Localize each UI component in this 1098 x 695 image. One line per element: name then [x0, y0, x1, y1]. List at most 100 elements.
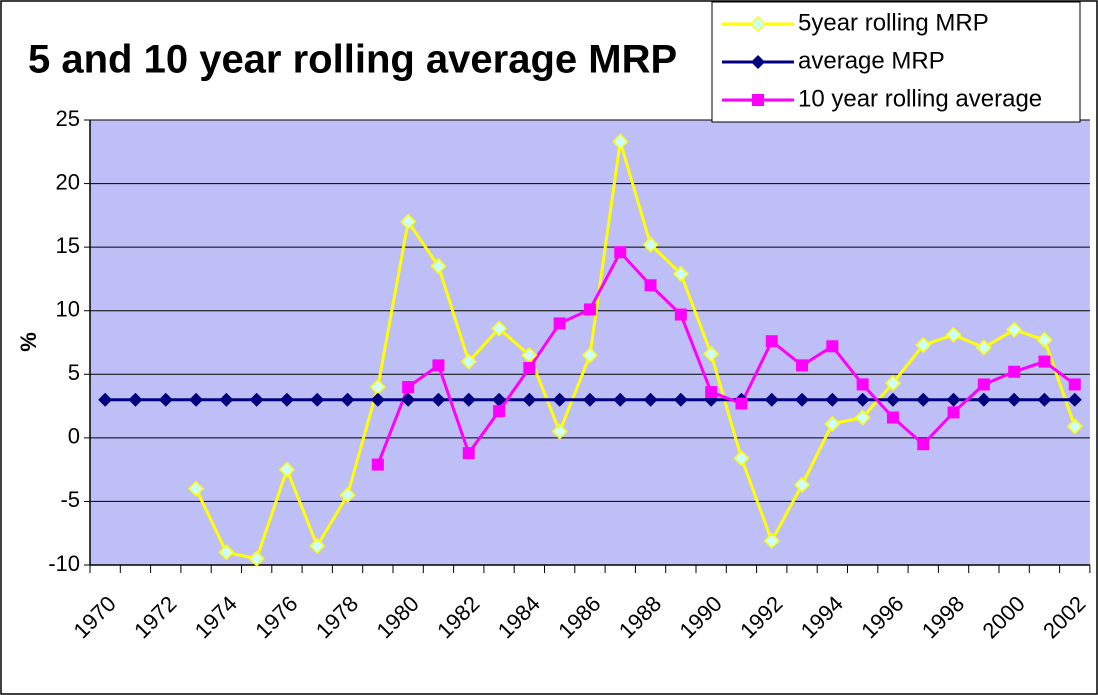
marker: [826, 340, 839, 353]
y-tick-label: 0: [68, 424, 80, 449]
marker: [824, 415, 841, 432]
marker: [98, 392, 113, 407]
marker: [612, 133, 629, 150]
marker: [401, 392, 416, 407]
marker: [614, 246, 627, 259]
plot-area: [90, 120, 1090, 565]
marker: [523, 361, 536, 374]
marker: [189, 392, 204, 407]
marker: [644, 279, 657, 292]
marker: [916, 392, 931, 407]
marker: [581, 347, 599, 364]
marker: [763, 532, 780, 549]
marker: [551, 423, 568, 440]
marker: [310, 392, 325, 407]
marker: [219, 392, 234, 407]
y-tick-label: 15: [56, 233, 80, 258]
marker: [340, 392, 355, 407]
marker: [705, 386, 718, 399]
y-tick-label: 25: [56, 106, 80, 131]
legend-label: 5year rolling MRP: [798, 9, 989, 36]
marker: [400, 213, 417, 230]
marker: [462, 447, 475, 460]
marker: [855, 392, 870, 407]
marker: [642, 236, 659, 253]
marker: [793, 476, 811, 493]
marker: [886, 411, 899, 424]
marker: [1038, 355, 1051, 368]
marker: [749, 15, 767, 33]
y-tick-label: -10: [48, 551, 80, 576]
legend-label: 10 year rolling average: [798, 85, 1042, 112]
marker: [643, 392, 658, 407]
marker: [522, 392, 537, 407]
marker: [249, 392, 264, 407]
marker: [673, 392, 688, 407]
y-tick-label: 5: [68, 360, 80, 385]
marker: [309, 537, 326, 554]
marker: [583, 303, 596, 316]
marker: [1068, 378, 1081, 391]
legend: 5year rolling MRP average MRP 10 year roll…: [711, 1, 1081, 123]
marker: [674, 308, 687, 321]
marker: [279, 392, 294, 407]
marker: [764, 392, 779, 407]
marker: [975, 339, 992, 356]
marker: [552, 392, 567, 407]
marker: [490, 320, 508, 337]
marker: [825, 392, 840, 407]
marker: [582, 392, 597, 407]
marker: [431, 392, 446, 407]
marker: [1008, 365, 1021, 378]
marker: [218, 544, 235, 561]
marker: [128, 392, 143, 407]
y-tick-label: 10: [56, 297, 80, 322]
marker: [278, 461, 296, 478]
marker: [1066, 418, 1083, 435]
y-tick-label: -5: [60, 487, 80, 512]
marker: [460, 353, 477, 370]
marker: [884, 375, 902, 392]
marker: [371, 458, 384, 471]
marker: [672, 265, 689, 282]
marker: [493, 405, 506, 418]
marker: [461, 392, 476, 407]
chart-title: 5 and 10 year rolling average MRP: [28, 38, 677, 82]
marker: [977, 378, 990, 391]
marker: [402, 381, 415, 393]
marker: [432, 359, 445, 372]
y-axis-label: %: [16, 332, 41, 352]
marker: [735, 397, 748, 410]
marker: [1067, 392, 1082, 407]
marker: [370, 392, 385, 407]
marker: [733, 450, 750, 467]
marker: [795, 392, 810, 407]
marker: [339, 487, 356, 504]
marker: [1006, 321, 1023, 338]
marker: [751, 55, 765, 69]
marker: [976, 392, 991, 407]
marker: [854, 409, 871, 426]
marker: [885, 392, 900, 407]
marker: [430, 258, 447, 275]
marker: [613, 392, 628, 407]
marker: [915, 336, 932, 354]
marker: [187, 480, 205, 497]
marker: [917, 438, 930, 451]
y-tick-label: 20: [56, 169, 80, 194]
marker: [248, 550, 265, 567]
marker: [946, 392, 961, 407]
marker: [492, 392, 507, 407]
marker: [752, 94, 764, 106]
marker: [553, 317, 566, 330]
marker: [1036, 331, 1053, 349]
marker: [158, 392, 173, 407]
marker: [765, 335, 778, 348]
marker: [856, 378, 869, 391]
marker: [796, 359, 809, 372]
marker: [947, 406, 960, 419]
legend-label: average MRP: [798, 47, 945, 74]
marker: [703, 345, 720, 363]
marker: [1037, 392, 1052, 407]
